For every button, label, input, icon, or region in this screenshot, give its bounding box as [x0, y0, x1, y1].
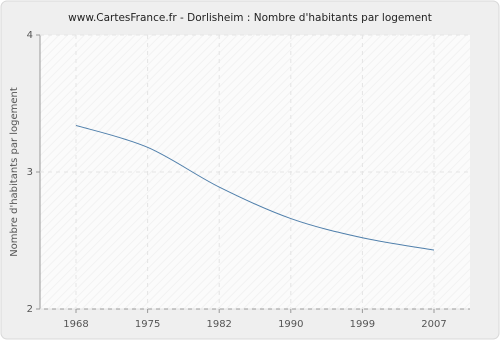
y-axis-label: Nombre d'habitants par logement	[9, 87, 20, 257]
x-tick-label: 1990	[278, 319, 303, 330]
x-tick-label: 1968	[63, 319, 88, 330]
y-tick-label: 4	[27, 30, 33, 41]
x-tick-label: 1975	[135, 319, 160, 330]
chart-title: www.CartesFrance.fr - Dorlisheim : Nombr…	[68, 12, 432, 24]
x-tick-label: 1999	[350, 319, 375, 330]
series-line	[75, 124, 435, 251]
plot-area	[40, 35, 470, 309]
x-tick-label: 2007	[421, 319, 446, 330]
x-tick-label: 1982	[206, 319, 231, 330]
y-tick-label: 2	[27, 304, 33, 315]
y-tick-label: 3	[27, 167, 33, 178]
